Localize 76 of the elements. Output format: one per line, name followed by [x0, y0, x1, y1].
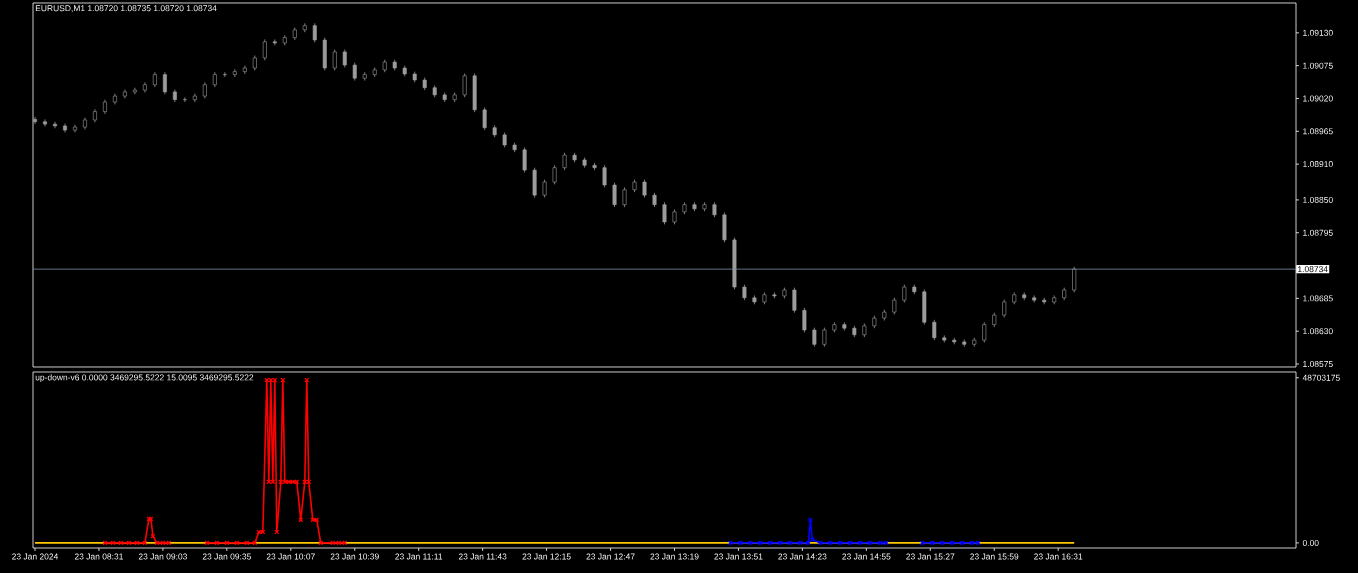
- candlestick: [482, 107, 487, 131]
- y-tick-label: 48703175: [1302, 374, 1340, 381]
- point: [847, 540, 853, 546]
- candlestick: [222, 71, 227, 78]
- candlestick: [612, 182, 617, 208]
- y-tick-label: 1.08850: [1303, 196, 1333, 203]
- point: [797, 540, 803, 546]
- y-tick-label: 0.00: [1302, 539, 1319, 546]
- candlestick: [982, 321, 987, 343]
- point: [817, 540, 823, 546]
- candlestick: [792, 287, 797, 314]
- y-tick-label: 1.08630: [1303, 328, 1333, 335]
- y-tick-label: 1.08965: [1303, 128, 1333, 135]
- candlestick: [33, 116, 37, 125]
- candlestick: [522, 147, 527, 173]
- candlestick: [812, 327, 817, 348]
- point: [857, 540, 863, 546]
- x-tick-label: 23 Jan 12:47: [586, 553, 635, 560]
- point: [805, 540, 811, 546]
- candlestick: [602, 164, 607, 188]
- point: [737, 540, 743, 546]
- point: [767, 540, 773, 546]
- chart-title: up-down-v6 0.0000 3469295.5222 15.0095 3469295.5222: [35, 374, 254, 383]
- candlestick: [802, 307, 807, 333]
- candlestick: [932, 319, 937, 341]
- point: [757, 540, 763, 546]
- x-tick-label: 23 Jan 11:43: [458, 553, 507, 560]
- x-tick-label: 23 Jan 14:23: [778, 553, 827, 560]
- point: [777, 540, 783, 546]
- x-tick-label: 23 Jan 10:39: [330, 553, 379, 560]
- point: [959, 540, 965, 546]
- point: [787, 540, 793, 546]
- candlestick: [43, 118, 47, 127]
- x-tick-label: 23 Jan 13:51: [714, 553, 763, 560]
- x-tick-label: 23 Jan 13:19: [650, 553, 699, 560]
- candlestick: [262, 39, 267, 61]
- y-tick-label: 1.09130: [1303, 29, 1333, 36]
- point: [867, 540, 873, 546]
- x-tick-label: 23 Jan 10:07: [266, 553, 315, 560]
- x-tick-label: 23 Jan 08:31: [74, 553, 124, 560]
- x-tick-label: 23 Jan 12:15: [522, 553, 571, 560]
- y-tick-label: 1.09075: [1303, 62, 1333, 69]
- candlestick: [1072, 266, 1077, 293]
- candlestick: [622, 186, 627, 208]
- x-tick-label: 23 Jan 14:55: [842, 553, 891, 560]
- point: [949, 540, 955, 546]
- candlestick: [332, 49, 337, 71]
- point: [304, 377, 310, 383]
- candlestick: [822, 327, 827, 348]
- x-tick-label: 23 Jan 11:11: [395, 553, 443, 560]
- chart-title: EURUSD,M1 1.08720 1.08735 1.08720 1.08734: [35, 5, 217, 13]
- candlestick: [142, 81, 147, 93]
- candlestick: [462, 73, 467, 98]
- x-tick-label: 23 Jan 15:27: [906, 553, 955, 560]
- x-tick-label: 23 Jan 09:03: [138, 553, 187, 560]
- point: [929, 540, 935, 546]
- point: [837, 540, 843, 546]
- x-tick-label: 23 Jan 2024: [12, 553, 59, 560]
- candlestick: [182, 96, 187, 103]
- point: [827, 540, 833, 546]
- y-tick-label: 1.08795: [1303, 229, 1333, 236]
- y-tick-label: 1.09020: [1303, 95, 1333, 102]
- x-tick-label: 23 Jan 15:59: [970, 553, 1019, 560]
- point: [747, 540, 753, 546]
- y-tick-label: 1.08685: [1303, 295, 1333, 302]
- ref-line-label: 1.08734: [1298, 266, 1328, 273]
- candlestick: [662, 201, 667, 225]
- y-tick-label: 1.08910: [1303, 161, 1333, 168]
- point: [807, 517, 813, 523]
- candlestick: [162, 71, 167, 95]
- point: [939, 540, 945, 546]
- x-tick-label: 23 Jan 16:31: [1034, 553, 1083, 560]
- y-tick-label: 1.08575: [1303, 361, 1333, 368]
- x-tick-label: 23 Jan 09:35: [202, 553, 251, 560]
- candlestick: [552, 164, 557, 185]
- candlestick: [312, 22, 317, 43]
